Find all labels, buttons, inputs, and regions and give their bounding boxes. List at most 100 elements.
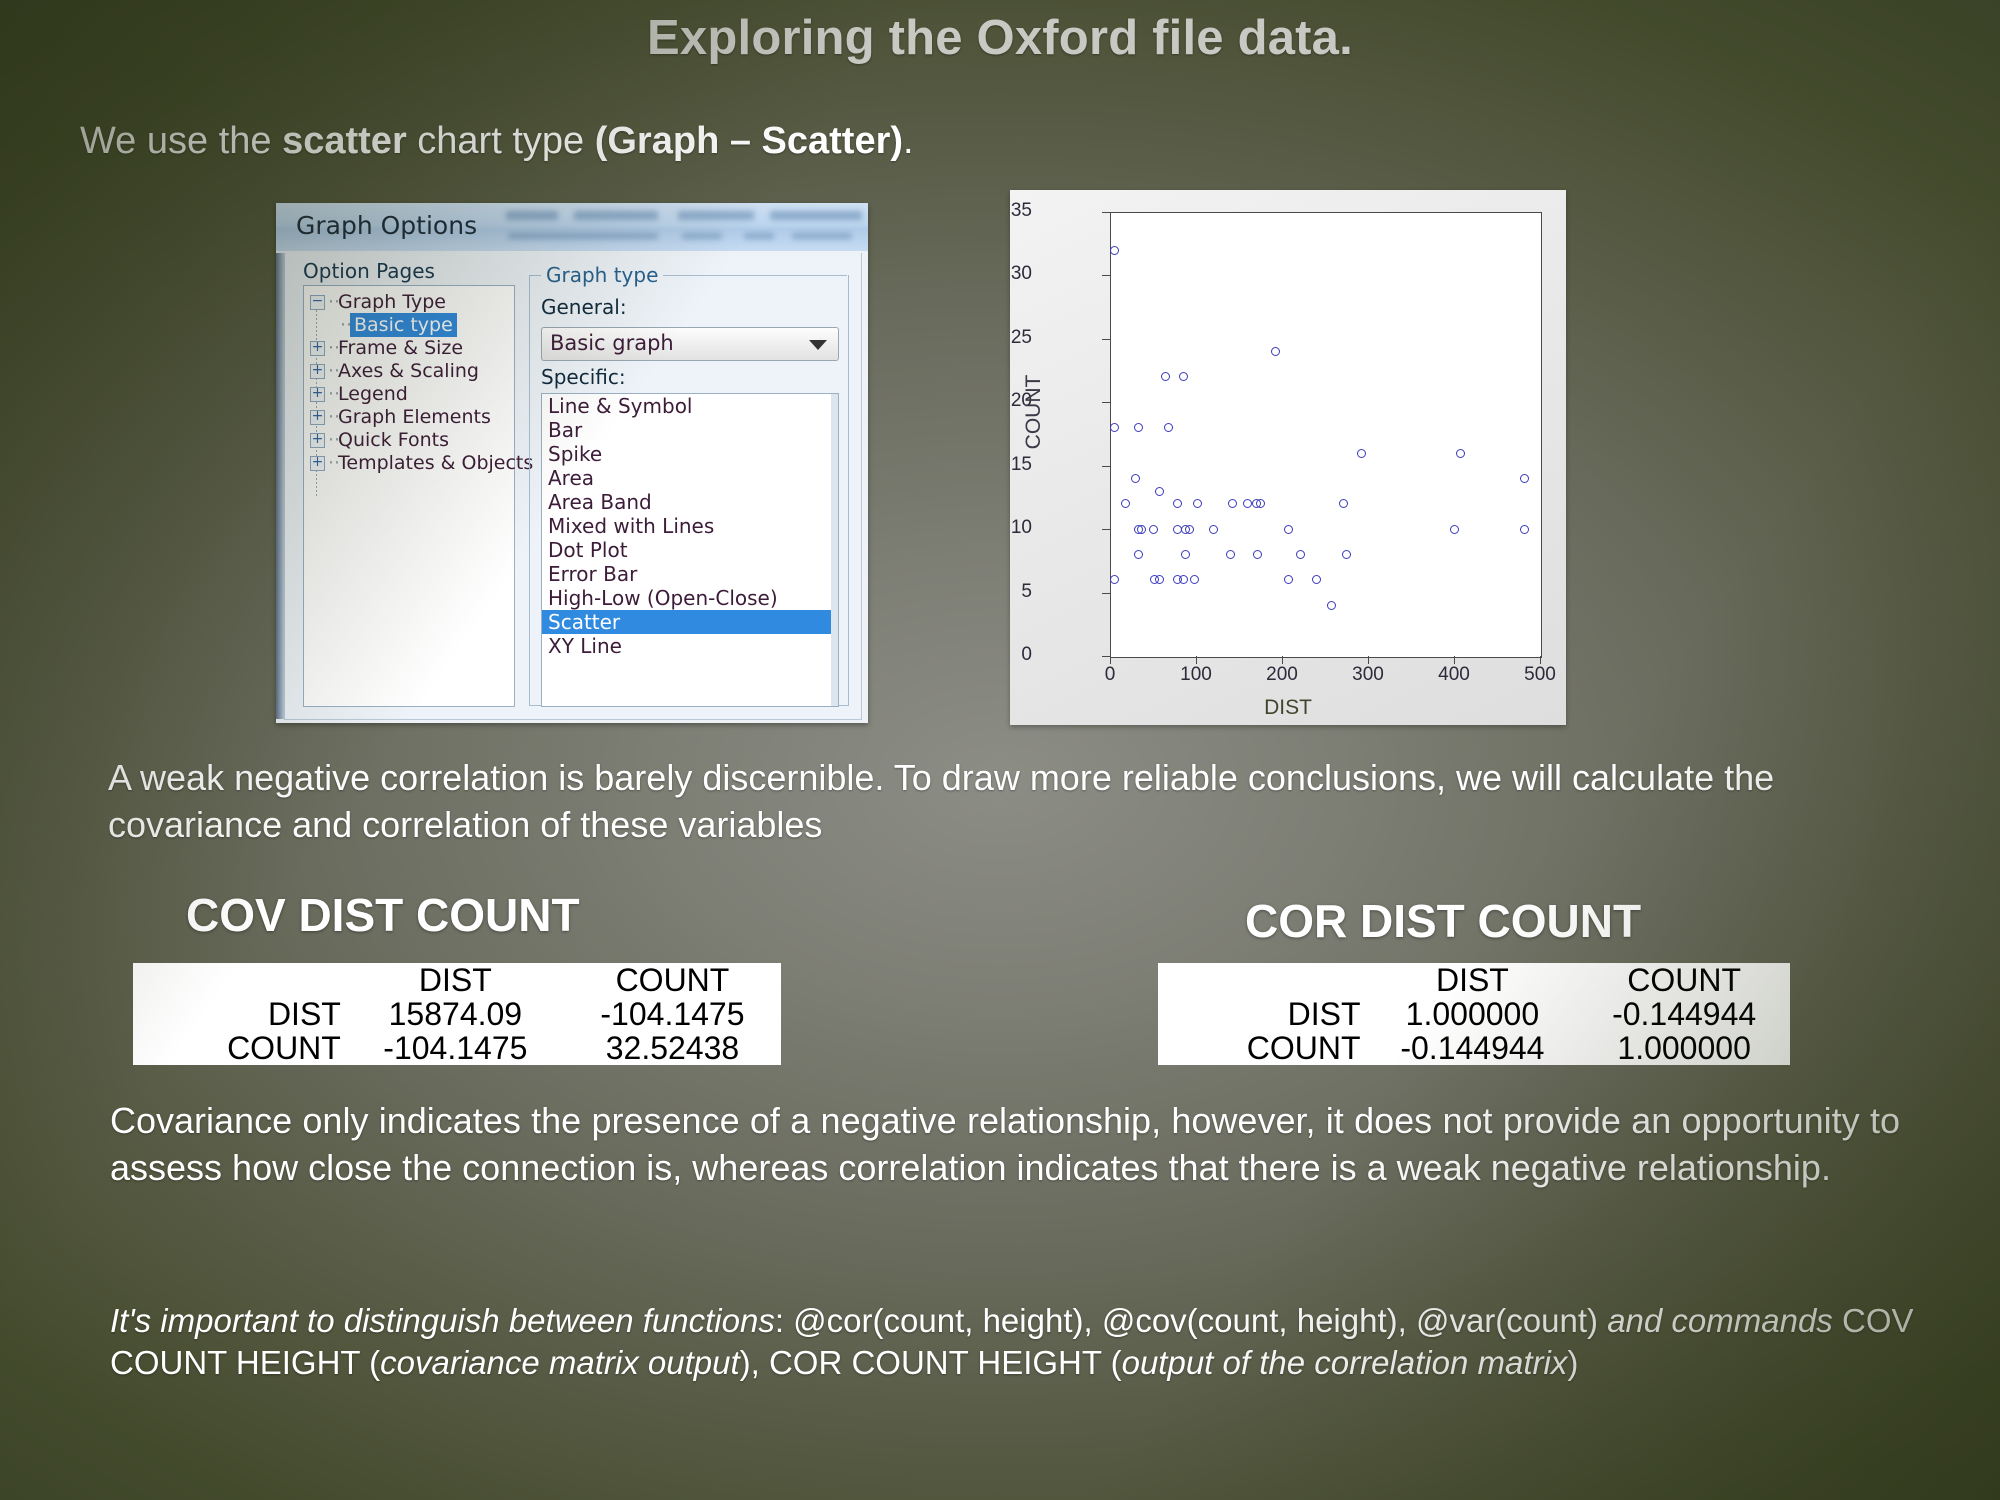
table-row: COUNT -0.144944 1.000000 [1158, 1031, 1790, 1065]
scatter-point [1133, 423, 1143, 433]
x-axis-tick-mark [1454, 656, 1455, 664]
y-axis-tick-label: 0 [1021, 644, 1032, 665]
tree-item-graph-type[interactable]: − ··Graph Type [310, 291, 533, 314]
cov-row0-dist: 15874.09 [388, 996, 523, 1032]
list-item[interactable]: High-Low (Open-Close) [548, 586, 778, 610]
paragraph-functions-note: It's important to distinguish between fu… [110, 1300, 1940, 1384]
dialog-title: Graph Options [296, 211, 478, 240]
scatter-point [1253, 550, 1263, 559]
tree-item-basic-type[interactable]: ···Basic type [310, 313, 533, 337]
expand-icon[interactable]: + [310, 454, 325, 471]
scatter-point [1449, 524, 1459, 534]
list-item[interactable]: Bar [548, 418, 583, 442]
list-item[interactable]: XY Line [548, 634, 622, 658]
list-item[interactable]: Error Bar [548, 562, 638, 586]
tree-item-label: Legend [338, 383, 408, 405]
page-title: Exploring the Oxford file data. [647, 11, 1353, 65]
plot-area [1110, 212, 1542, 658]
cov-col-dist: DIST [418, 962, 492, 998]
expand-icon[interactable]: + [310, 362, 325, 379]
scatter-point [1178, 372, 1188, 382]
scatter-point [1148, 524, 1158, 534]
tree-item-legend[interactable]: + ··Legend [310, 383, 533, 406]
cor-col-dist: DIST [1435, 962, 1509, 998]
y-axis-tick-label: 15 [1010, 453, 1032, 475]
y-axis-tick-mark [1102, 275, 1110, 277]
x-axis-tick-mark [1540, 656, 1541, 664]
group-top-border [529, 275, 847, 276]
scatter-point [1155, 575, 1165, 585]
expand-icon[interactable]: + [310, 385, 325, 402]
tree-connector-dots: ·· [328, 383, 341, 405]
tree-item-templates-objects[interactable]: + ··Templates & Objects [310, 452, 533, 475]
scatter-point [1456, 448, 1466, 458]
list-item[interactable]: Line & Symbol [548, 394, 693, 418]
tree-item-label: Axes & Scaling [338, 360, 479, 382]
y-axis-tick-mark [1102, 212, 1110, 213]
dialog-titlebar: Graph Options [276, 203, 868, 251]
scatter-point [1225, 550, 1235, 559]
scatter-point [1193, 499, 1203, 509]
y-axis-tick-label: 35 [1010, 200, 1032, 221]
cor-col-blank [1158, 963, 1367, 997]
specific-label: Specific: [541, 365, 626, 389]
p3-text-3: ), COR COUNT HEIGHT ( [739, 1344, 1122, 1382]
scatter-point [1181, 550, 1191, 559]
scatter-point [1172, 499, 1182, 509]
scatter-point [1163, 423, 1173, 433]
x-axis-tick-mark [1110, 656, 1111, 664]
scatter-point [1172, 524, 1182, 534]
option-pages-label: Option Pages [303, 259, 435, 283]
cor-row1-label: COUNT [1246, 1030, 1361, 1066]
listbox-scrollbar[interactable] [831, 394, 838, 706]
tree-item-quick-fonts[interactable]: + ··Quick Fonts [310, 429, 533, 452]
scatter-point [1161, 372, 1171, 382]
list-item[interactable]: Area Band [548, 490, 652, 514]
tree-connector-dots: ··· [340, 314, 358, 337]
tree-item-label: Templates & Objects [338, 452, 534, 474]
list-item[interactable]: Scatter [542, 610, 838, 634]
tree-item-graph-elements[interactable]: + ··Graph Elements [310, 406, 533, 429]
scatter-point [1137, 524, 1147, 534]
intro-line: We use the scatter chart type (Graph – S… [80, 120, 914, 163]
intro-bold-graph-scatter: (Graph – Scatter) [594, 120, 904, 162]
tree-item-axes-scaling[interactable]: + ··Axes & Scaling [310, 360, 533, 383]
cor-row0-label: DIST [1287, 996, 1361, 1032]
table-header-row: DIST COUNT [1158, 963, 1790, 997]
graph-options-dialog[interactable]: Graph Options Option Pages − ··Graph Type… [276, 203, 868, 723]
scatter-point [1109, 423, 1119, 433]
scatter-point [1120, 499, 1130, 509]
p3-italic-3: covariance matrix output [380, 1344, 740, 1382]
collapse-icon[interactable]: − [310, 293, 325, 310]
cov-row0-label: DIST [267, 996, 341, 1032]
general-combobox-value: Basic graph [550, 331, 674, 355]
general-combobox[interactable]: Basic graph [541, 327, 839, 361]
x-axis-label: DIST [1264, 696, 1312, 719]
specific-listbox[interactable]: Line & Symbol Bar Spike Area Area Band Mixed … [541, 393, 839, 707]
option-pages-tree[interactable]: −··Graph Type···Basic type+··Frame & Siz… [303, 285, 533, 707]
chevron-down-icon[interactable] [809, 340, 827, 350]
scatter-point [1178, 575, 1188, 585]
list-item[interactable]: Spike [548, 442, 603, 466]
tree-connector-dots: ·· [328, 406, 341, 428]
expand-icon[interactable]: + [310, 431, 325, 448]
tree-item-frame-size[interactable]: + ··Frame & Size [310, 337, 533, 360]
scatter-point [1271, 347, 1281, 357]
scatter-point [1131, 473, 1141, 483]
paragraph-covariance-explain: Covariance only indicates the presence o… [110, 1100, 1900, 1188]
list-item[interactable]: Area [548, 466, 595, 490]
scatter-point [1284, 575, 1294, 585]
scatter-point [1189, 575, 1199, 585]
list-item[interactable]: Mixed with Lines [548, 514, 715, 538]
expand-icon[interactable]: + [310, 408, 325, 425]
cor-row1-dist: -0.144944 [1400, 1030, 1545, 1066]
cor-col-count: COUNT [1627, 962, 1742, 998]
p3-italic-2: and commands [1607, 1302, 1833, 1339]
y-axis-tick-mark [1102, 592, 1110, 594]
scatter-point [1357, 448, 1367, 458]
scatter-point [1296, 550, 1306, 559]
table-row: DIST 15874.09 -104.1475 [133, 997, 781, 1031]
list-item[interactable]: Dot Plot [548, 538, 628, 562]
expand-icon[interactable]: + [310, 339, 325, 356]
